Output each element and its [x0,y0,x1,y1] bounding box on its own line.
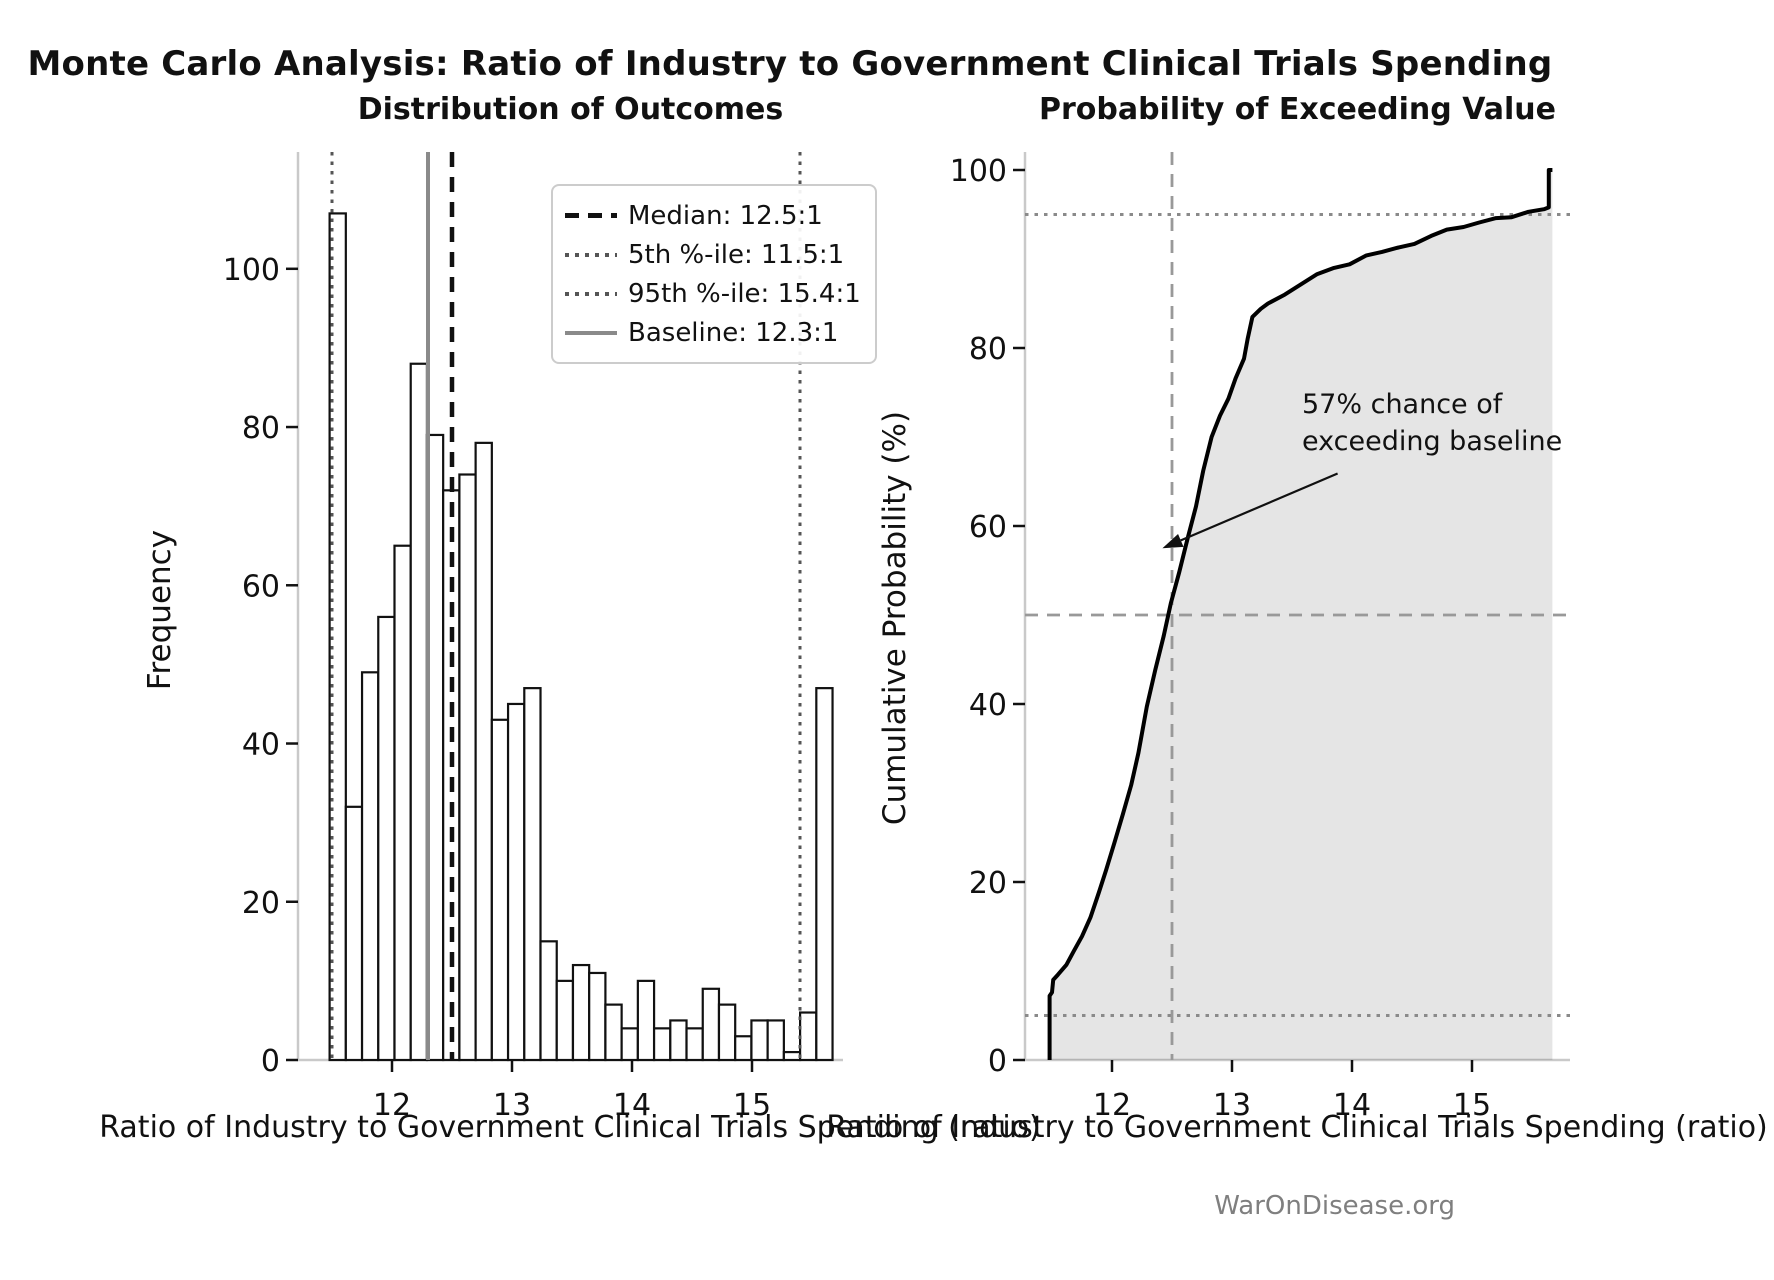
histogram-y-tick-label: 40 [242,728,280,763]
histogram-bar [523,687,542,1062]
histogram-x-tick-label: 15 [733,1088,771,1123]
histogram-bar [782,1050,802,1062]
histogram-y-axis-label: Frequency [142,529,178,691]
histogram-bar [750,1019,769,1062]
cdf-y-tick-label: 20 [969,866,1007,901]
histogram-x-tick-label: 14 [613,1088,651,1123]
histogram-bar [766,1019,785,1062]
histogram-bar [360,671,380,1062]
histogram-bar [685,1027,704,1062]
cdf-y-tick-label: 60 [969,510,1007,545]
legend-label-median: Median: 12.5:1 [628,200,823,231]
histogram-bar [701,987,721,1062]
legend: Median: 12.5:1 5th %-ile: 11.5:1 95th %-il… [551,184,877,364]
legend-label-p5: 5th %-ile: 11.5:1 [628,239,845,270]
histogram-bar [344,805,364,1062]
baseline-line-swatch [565,330,617,335]
histogram-bar [652,1027,672,1062]
median-line-swatch [565,213,617,218]
histogram-y-tick-label: 100 [223,253,280,288]
watermark: WarOnDisease.org [1214,1191,1455,1221]
histogram-bar [393,544,412,1062]
histogram-bar [377,615,396,1062]
legend-item-p5: 5th %-ile: 11.5:1 [565,235,861,274]
histogram-bar [798,1011,818,1062]
cdf-x-tick-label: 15 [1453,1088,1491,1123]
cdf-y-tick-label: 40 [969,688,1007,723]
cdf-x-axis-label: Ratio of Industry to Government Clinical… [826,1110,1768,1145]
histogram-title: Distribution of Outcomes [357,92,784,127]
histogram-bar [815,687,834,1062]
histogram-bar [555,979,575,1062]
histogram-x-axis-label: Ratio of Industry to Government Clinical… [99,1110,1041,1145]
histogram-bar [604,1003,623,1062]
annotation-line-2: exceeding baseline [1302,426,1563,457]
histogram-y-tick-label: 80 [242,411,280,446]
histogram-y-tick-label: 20 [242,886,280,921]
histogram-y-tick-label: 0 [261,1044,280,1079]
cdf-x-tick-label: 14 [1333,1088,1371,1123]
histogram-bar [409,362,429,1062]
cdf-title: Probability of Exceeding Value [1038,92,1557,127]
p95-line-swatch [565,291,617,296]
annotation-text: 57% chance of exceeding baseline [1302,386,1562,460]
histogram-bar [506,702,526,1062]
cdf-x-tick-label: 13 [1213,1088,1251,1123]
cdf-x-tick-label: 12 [1093,1088,1131,1123]
histogram-bar [539,940,558,1062]
legend-label-p95: 95th %-ile: 15.4:1 [628,278,861,309]
legend-item-p95: 95th %-ile: 15.4:1 [565,274,861,313]
histogram-bar [734,1035,753,1062]
legend-item-baseline: Baseline: 12.3:1 [565,313,861,352]
histogram-bar [636,979,656,1062]
cdf-y-tick-label: 100 [950,154,1007,189]
histogram-x-tick-label: 13 [493,1088,531,1123]
histogram-bar [588,971,607,1062]
histogram-bar [328,212,347,1062]
p5-line-swatch [565,252,617,257]
annotation-arrow-head [1162,533,1184,549]
histogram-bar [474,441,493,1062]
histogram-bar [442,489,461,1062]
annotation-line-1: 57% chance of [1302,389,1503,420]
histogram-bar [669,1019,688,1062]
histogram-bar [620,1027,639,1062]
histogram-y-tick-label: 60 [242,569,280,604]
legend-label-baseline: Baseline: 12.3:1 [628,317,839,348]
histogram-bar [717,1003,737,1062]
cdf-y-tick-label: 0 [988,1044,1007,1079]
histogram-bar [458,473,477,1062]
figure-title: Monte Carlo Analysis: Ratio of Industry … [27,44,1553,84]
cdf-y-axis-label: Cumulative Probability (%) [877,410,913,826]
cdf-curve [1047,168,1553,1060]
cdf-y-tick-label: 80 [969,332,1007,367]
legend-item-median: Median: 12.5:1 [565,196,861,235]
histogram-bar [571,963,591,1062]
histogram-bar [490,718,510,1062]
annotation-arrow-shaft [1180,472,1339,542]
histogram-x-tick-label: 12 [373,1088,411,1123]
